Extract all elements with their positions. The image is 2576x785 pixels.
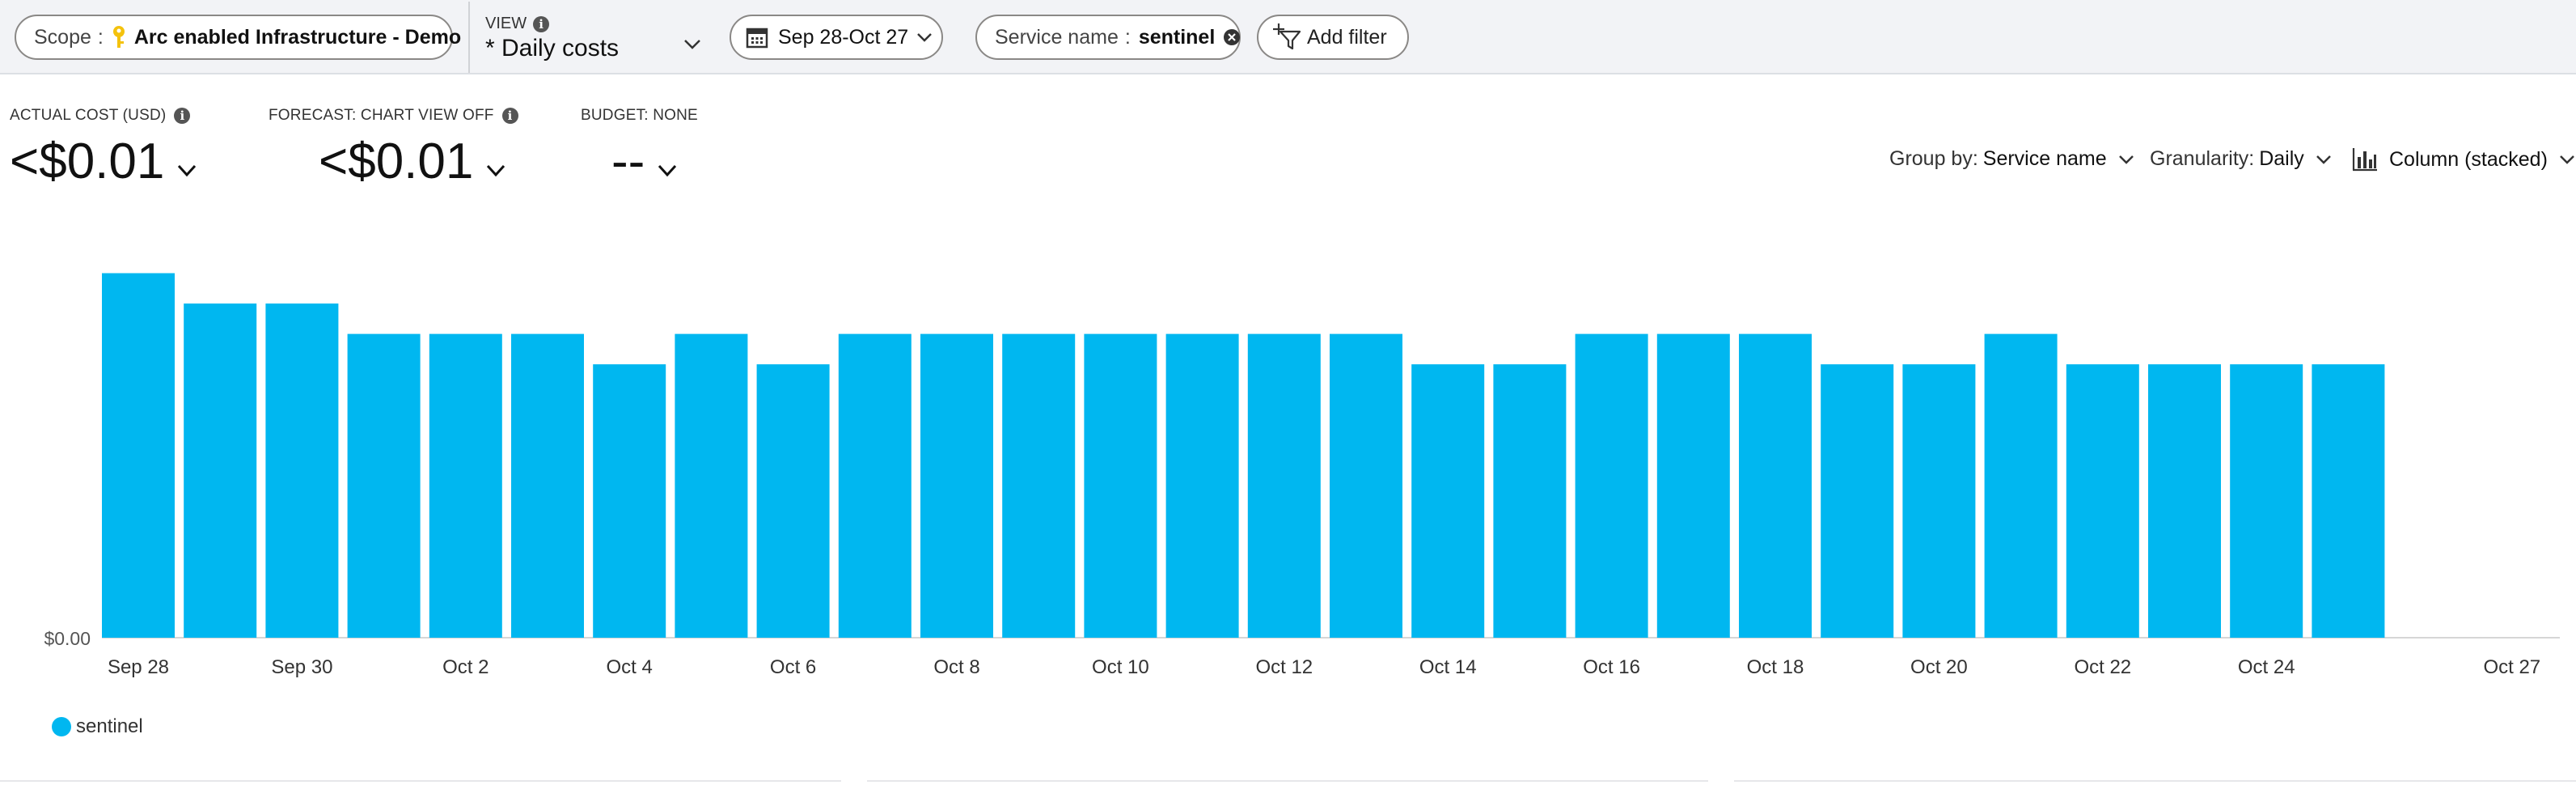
bar-oct-7[interactable] [838, 333, 912, 638]
bar-oct-2[interactable] [429, 333, 502, 638]
group-by-label: Group by: [1889, 147, 1978, 170]
date-range: Sep 28-Oct 27 [778, 25, 909, 49]
view-label: VIEW [485, 15, 527, 32]
bar-oct-1[interactable] [347, 333, 421, 638]
bar-oct-17[interactable] [1656, 333, 1730, 638]
command-bar: Scope : Arc enabled Infrastructure - Dem… [0, 0, 2576, 74]
x-tick-label: Oct 6 [770, 656, 816, 678]
add-filter-label: Add filter [1307, 25, 1387, 49]
key-icon [112, 25, 126, 49]
group-by-selector[interactable]: Group by: Service name [1889, 147, 2134, 171]
bar-oct-10[interactable] [1084, 333, 1157, 638]
x-tick-label: Oct 14 [1419, 656, 1477, 678]
chevron-down-icon [2316, 155, 2332, 164]
legend-label[interactable]: sentinel [76, 715, 143, 737]
scope-value: Arc enabled Infrastructure - Demo [133, 25, 462, 49]
bar-oct-16[interactable] [1575, 333, 1648, 638]
view-selector[interactable]: VIEW i * Daily costs [485, 15, 708, 63]
filter-value: sentinel [1138, 25, 1216, 49]
x-tick-label: Oct 24 [2238, 656, 2295, 678]
bar-sep-29[interactable] [184, 303, 257, 638]
chart-legend: sentinel [52, 715, 143, 738]
kpi-label: FORECAST: CHART VIEW OFF [269, 107, 494, 124]
bar-oct-14[interactable] [1411, 364, 1485, 638]
filter-label: Service name [995, 25, 1119, 49]
clear-icon[interactable] [1223, 28, 1241, 46]
view-value: * Daily costs [485, 35, 620, 62]
bar-oct-15[interactable] [1493, 364, 1567, 638]
toolbar-divider [468, 2, 470, 73]
chevron-down-icon [2559, 155, 2575, 164]
cost-chart: $0.00 Sep 28 Sep 30 Oct 2 Oct 4 Oct 6 Oct 8 Oct… [44, 273, 2560, 678]
bar-oct-23[interactable] [2148, 364, 2221, 638]
divider [1734, 780, 2576, 782]
divider [0, 780, 841, 782]
granularity-label: Granularity: [2150, 147, 2255, 170]
x-tick-label: Sep 28 [108, 656, 169, 678]
add-filter-icon [1273, 23, 1302, 51]
x-tick-label: Oct 2 [442, 656, 489, 678]
kpi-value: <$0.01 [10, 134, 165, 189]
date-range-pill[interactable]: Sep 28-Oct 27 [730, 15, 943, 60]
info-icon: i [174, 108, 191, 124]
kpi-budget[interactable]: BUDGET: NONE -- [581, 107, 698, 190]
chevron-down-icon [658, 164, 677, 177]
legend-swatch [52, 717, 71, 736]
chevron-down-icon [683, 39, 701, 54]
kpi-actual-cost[interactable]: ACTUAL COST (USD) i <$0.01 [10, 107, 197, 190]
chevron-down-icon [2118, 155, 2134, 164]
bar-oct-9[interactable] [1002, 333, 1076, 638]
bar-oct-12[interactable] [1247, 333, 1321, 638]
bar-oct-6[interactable] [756, 364, 830, 638]
divider [867, 780, 1708, 782]
info-icon: i [533, 15, 550, 32]
chart-type-value: Column (stacked) [2389, 147, 2548, 171]
x-tick-label: Oct 18 [1747, 656, 1804, 678]
add-filter-button[interactable]: Add filter [1257, 15, 1409, 60]
x-tick-label: Oct 22 [2074, 656, 2131, 678]
chevron-down-icon [177, 164, 197, 177]
bar-oct-20[interactable] [1902, 364, 1976, 638]
kpi-value: -- [611, 134, 645, 189]
x-tick-label: Oct 10 [1092, 656, 1149, 678]
x-tick-label: Oct 8 [933, 656, 979, 678]
column-chart-icon [2352, 147, 2378, 172]
bar-sep-30[interactable] [265, 303, 339, 638]
chevron-down-icon [486, 164, 505, 177]
y-tick-label: $0.00 [44, 628, 91, 649]
bar-sep-28[interactable] [102, 273, 175, 638]
kpi-forecast[interactable]: FORECAST: CHART VIEW OFF i <$0.01 [269, 107, 518, 190]
bar-oct-8[interactable] [920, 333, 993, 638]
x-tick-label: Oct 27 [2483, 656, 2540, 678]
x-tick-label: Oct 12 [1255, 656, 1313, 678]
granularity-value: Daily [2259, 147, 2304, 170]
scope-label: Scope [34, 25, 91, 49]
info-icon: i [501, 108, 518, 124]
granularity-selector[interactable]: Granularity: Daily [2150, 147, 2332, 171]
bar-oct-5[interactable] [675, 333, 748, 638]
scope-pill[interactable]: Scope : Arc enabled Infrastructure - Dem… [15, 15, 461, 60]
kpi-label: ACTUAL COST (USD) [10, 107, 167, 124]
kpi-label: BUDGET: NONE [581, 107, 698, 124]
chart-type-selector[interactable]: Column (stacked) [2352, 147, 2575, 172]
kpi-value: <$0.01 [319, 134, 474, 189]
bar-oct-13[interactable] [1330, 333, 1402, 638]
calendar-icon [746, 26, 768, 49]
x-tick-label: Oct 20 [1910, 656, 1968, 678]
bar-oct-11[interactable] [1165, 333, 1239, 638]
bar-oct-21[interactable] [1984, 333, 2058, 638]
x-tick-label: Sep 30 [271, 656, 332, 678]
bar-oct-25[interactable] [2312, 364, 2385, 638]
bar-oct-19[interactable] [1821, 364, 1894, 638]
filter-pill-service-name[interactable]: Service name : sentinel [975, 15, 1241, 60]
chevron-down-icon [916, 32, 933, 42]
bar-oct-24[interactable] [2230, 364, 2303, 638]
group-by-value: Service name [1982, 147, 2107, 170]
bar-oct-22[interactable] [2066, 364, 2139, 638]
bar-oct-18[interactable] [1739, 333, 1812, 638]
bar-oct-3[interactable] [511, 333, 584, 638]
bar-oct-4[interactable] [593, 364, 666, 638]
x-tick-label: Oct 16 [1583, 656, 1640, 678]
x-tick-label: Oct 4 [607, 656, 653, 678]
